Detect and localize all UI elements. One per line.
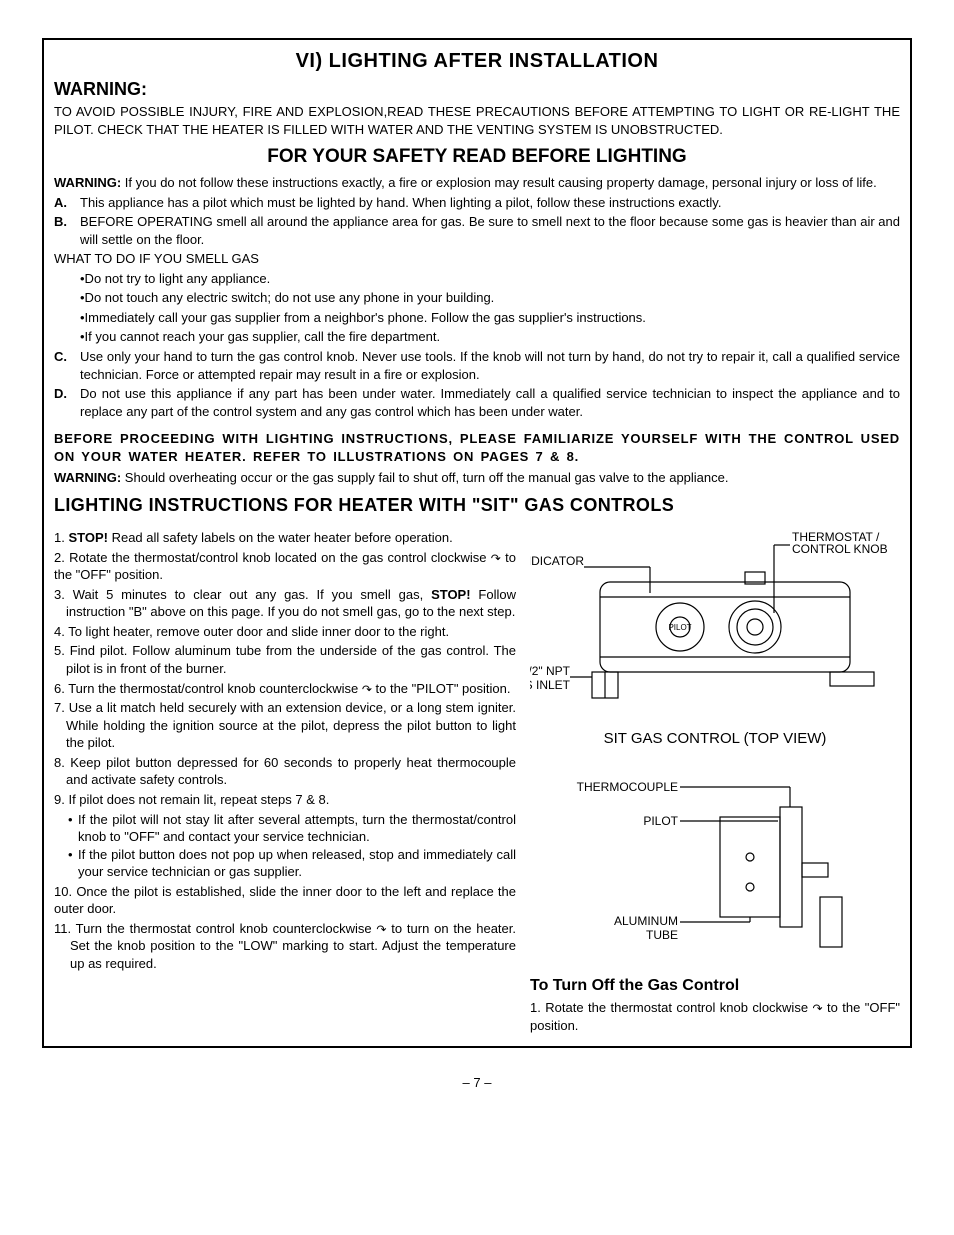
item-d-text: Do not use this appliance if any part ha…	[80, 385, 900, 420]
smell-b3: •Immediately call your gas supplier from…	[80, 309, 900, 327]
sit-title: LIGHTING INSTRUCTIONS FOR HEATER WITH "S…	[54, 493, 900, 517]
item-b-label: B.	[54, 213, 80, 248]
item-a: A. This appliance has a pilot which must…	[54, 194, 900, 212]
step-9-bullet-1: •If the pilot will not stay lit after se…	[68, 811, 516, 846]
step-7: 7. Use a lit match held securely with an…	[54, 699, 516, 752]
d2-pilot: PILOT	[643, 814, 678, 828]
item-c: C. Use only your hand to turn the gas co…	[54, 348, 900, 383]
overheat-text: Should overheating occur or the gas supp…	[125, 470, 729, 485]
overheat-warning: WARNING: Should overheating occur or the…	[54, 469, 900, 487]
overheat-label: WARNING:	[54, 470, 121, 485]
step-9: 9. If pilot does not remain lit, repeat …	[54, 791, 516, 809]
safety-title: FOR YOUR SAFETY READ BEFORE LIGHTING	[54, 144, 900, 170]
item-c-label: C.	[54, 348, 80, 383]
page-frame: VI) LIGHTING AFTER INSTALLATION WARNING:…	[42, 38, 912, 1048]
d2-tube-l1: ALUMINUM	[614, 914, 678, 928]
smell-b1: •Do not try to light any appliance.	[80, 270, 900, 288]
familiarize-note: BEFORE PROCEEDING WITH LIGHTING INSTRUCT…	[54, 430, 900, 465]
item-d: D. Do not use this appliance if any part…	[54, 385, 900, 420]
item-a-label: A.	[54, 194, 80, 212]
turnoff-step: 1. Rotate the thermostat control knob cl…	[530, 999, 900, 1034]
d2-thermocouple: THERMOCOUPLE	[577, 780, 678, 794]
smell-title: WHAT TO DO IF YOU SMELL GAS	[54, 250, 900, 268]
smell-b2: •Do not touch any electric switch; do no…	[80, 289, 900, 307]
safety-warn-label: WARNING:	[54, 175, 121, 190]
d1-gasinlet: GAS INLET	[530, 678, 571, 692]
smell-b4: •If you cannot reach your gas supplier, …	[80, 328, 900, 346]
step-9-bullet-2: •If the pilot button does not pop up whe…	[68, 846, 516, 881]
d2-tube-l2: TUBE	[646, 928, 678, 942]
item-c-text: Use only your hand to turn the gas contr…	[80, 348, 900, 383]
turnoff-heading: To Turn Off the Gas Control	[530, 975, 900, 997]
clockwise-icon: ↷	[813, 1001, 823, 1015]
page-number: – 7 –	[0, 1074, 954, 1092]
d1-indicator: INDICATOR	[530, 554, 584, 568]
item-d-label: D.	[54, 385, 80, 420]
counterclockwise-icon: ↷	[362, 682, 372, 696]
clockwise-icon: ↷	[491, 551, 501, 565]
counterclockwise-icon: ↷	[376, 922, 386, 936]
step-6: 6. Turn the thermostat/control knob coun…	[54, 680, 516, 698]
d1-pilot: PILOT	[668, 623, 691, 632]
two-column-layout: 1. STOP! Read all safety labels on the w…	[54, 527, 900, 1036]
item-b: B. BEFORE OPERATING smell all around the…	[54, 213, 900, 248]
warning-body: TO AVOID POSSIBLE INJURY, FIRE AND EXPLO…	[54, 103, 900, 138]
safety-warning-row: WARNING: If you do not follow these inst…	[54, 174, 900, 192]
step-5: 5. Find pilot. Follow aluminum tube from…	[54, 642, 516, 677]
sit-gas-control-diagram: INDICATOR THERMOSTAT / CONTROL KNOB PILO…	[530, 527, 900, 727]
step-2: 2. Rotate the thermostat/control knob lo…	[54, 549, 516, 584]
safety-warn-text: If you do not follow these instructions …	[125, 175, 877, 190]
step-8: 8. Keep pilot button depressed for 60 se…	[54, 754, 516, 789]
item-a-text: This appliance has a pilot which must be…	[80, 194, 900, 212]
diagrams-column: INDICATOR THERMOSTAT / CONTROL KNOB PILO…	[530, 527, 900, 1036]
item-b-text: BEFORE OPERATING smell all around the ap…	[80, 213, 900, 248]
d1-caption: SIT GAS CONTROL (TOP VIEW)	[530, 729, 900, 749]
step-1: 1. STOP! Read all safety labels on the w…	[54, 529, 516, 547]
steps-column: 1. STOP! Read all safety labels on the w…	[54, 527, 516, 1036]
step-3: 3. Wait 5 minutes to clear out any gas. …	[54, 586, 516, 621]
main-title: VI) LIGHTING AFTER INSTALLATION	[54, 48, 900, 75]
smell-bullets: •Do not try to light any appliance. •Do …	[80, 270, 900, 346]
d1-knob-l2: CONTROL KNOB	[792, 542, 888, 556]
step-4: 4. To light heater, remove outer door an…	[54, 623, 516, 641]
pilot-assembly-diagram: THERMOCOUPLE PILOT ALUMINUM TUBE	[560, 767, 930, 967]
step-11: 11. Turn the thermostat control knob cou…	[54, 920, 516, 973]
d1-npt: 1/2" NPT	[530, 664, 571, 678]
warning-heading: WARNING:	[54, 77, 900, 101]
step-10: 10. Once the pilot is established, slide…	[54, 883, 516, 918]
